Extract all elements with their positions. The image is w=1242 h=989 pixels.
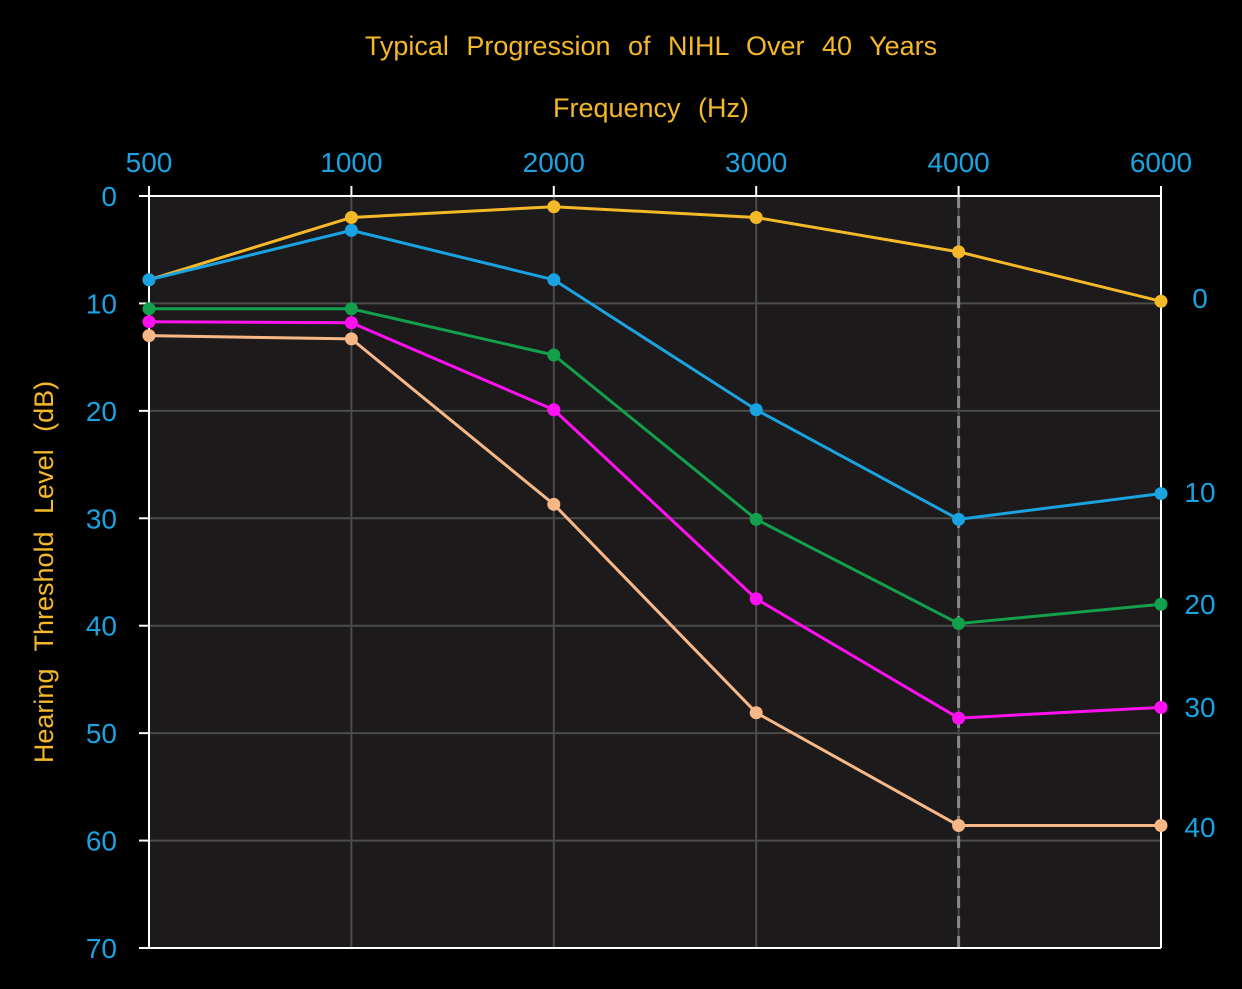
y-tick-label: 0 <box>101 181 117 212</box>
series-3-point <box>142 302 156 316</box>
series-5-line <box>148 334 1161 828</box>
y-tick-label: 50 <box>86 718 117 749</box>
x-tick-label: 1000 <box>320 147 382 178</box>
series-2-point <box>142 273 156 287</box>
series-3-line <box>149 307 1162 626</box>
series-1-point <box>547 200 561 214</box>
series-4-point <box>547 403 561 417</box>
right-axis-label: 30 <box>1184 692 1215 723</box>
series-3-point <box>1154 597 1168 611</box>
y-tick-label: 40 <box>86 611 117 642</box>
series-1-line <box>148 205 1162 303</box>
series-4-line <box>148 320 1162 720</box>
series-5-point <box>547 497 561 511</box>
series-2-point <box>1154 487 1168 501</box>
x-tick-label: 500 <box>126 147 173 178</box>
series-2-point <box>547 273 561 287</box>
y-tick-label: 10 <box>86 288 117 319</box>
series-2-line <box>148 228 1162 521</box>
x-axis-title: Frequency (Hz) <box>553 93 749 123</box>
x-tick-label: 3000 <box>725 147 787 178</box>
series-1-point <box>952 245 966 259</box>
right-axis-label: 20 <box>1184 589 1215 620</box>
series-4-point <box>952 711 966 725</box>
series-3-point <box>547 348 561 362</box>
series-4-point <box>749 592 763 606</box>
series-3-point <box>344 302 358 316</box>
chart-title: Typical Progression of NIHL Over 40 Year… <box>365 31 937 61</box>
tick-labels: 500 1000 2000 3000 4000 6000 0 10 20 30 40 50 60 70 0 1… <box>86 147 1216 964</box>
x-tick-label: 2000 <box>523 147 585 178</box>
y-tick-label: 70 <box>86 933 117 964</box>
right-axis-label: 40 <box>1184 812 1215 843</box>
series-2-point <box>952 512 966 526</box>
series-4-point <box>1154 700 1168 714</box>
series-1-point <box>344 210 358 224</box>
series-5-point <box>344 332 358 346</box>
series-5-point <box>142 329 156 343</box>
series-5-point <box>1154 819 1168 833</box>
right-axis-label: 10 <box>1184 477 1215 508</box>
series-5-point <box>952 819 966 833</box>
series-group <box>142 200 1168 833</box>
series-1-point <box>1154 294 1168 308</box>
y-tick-label: 30 <box>86 503 117 534</box>
y-tick-label: 20 <box>86 396 117 427</box>
y-tick-label: 60 <box>86 826 117 857</box>
series-4-point <box>344 316 358 330</box>
series-3-point <box>952 617 966 631</box>
series-2-point <box>749 403 763 417</box>
y-axis-title: Hearing Threshold Level (dB) <box>29 381 59 763</box>
series-4-point <box>142 315 156 329</box>
x-tick-label: 4000 <box>927 147 989 178</box>
series-3-point <box>749 512 763 526</box>
series-2-point <box>344 223 358 237</box>
x-tick-label: 6000 <box>1130 147 1192 178</box>
right-axis-label: 0 <box>1192 283 1208 314</box>
series-1-point <box>749 210 763 224</box>
series-5-point <box>749 706 763 720</box>
